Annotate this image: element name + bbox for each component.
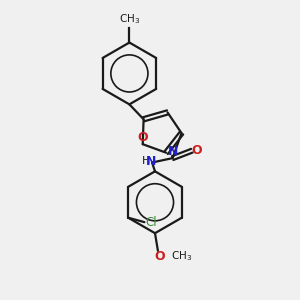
Text: O: O	[154, 250, 165, 263]
Text: Cl: Cl	[145, 216, 157, 229]
Text: CH$_3$: CH$_3$	[119, 13, 140, 26]
Text: N: N	[146, 154, 156, 167]
Text: O: O	[137, 131, 148, 144]
Text: H: H	[141, 156, 150, 166]
Text: N: N	[167, 145, 178, 158]
Text: O: O	[192, 144, 203, 157]
Text: CH$_3$: CH$_3$	[172, 249, 193, 263]
